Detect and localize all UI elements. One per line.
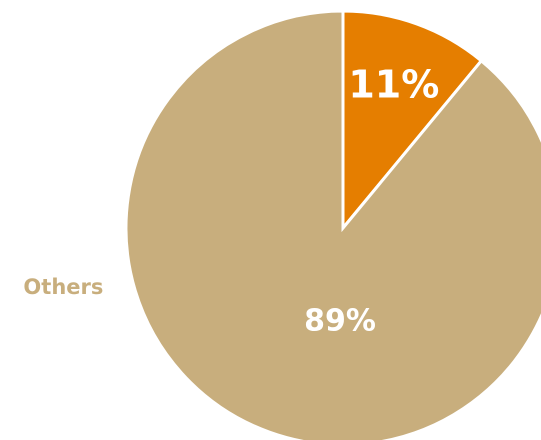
value-label: 89% (304, 304, 376, 339)
category-label: Others (23, 275, 103, 299)
pie-slice (341, 9, 484, 233)
pie-slice (124, 9, 541, 440)
value-label: 11% (348, 62, 439, 106)
